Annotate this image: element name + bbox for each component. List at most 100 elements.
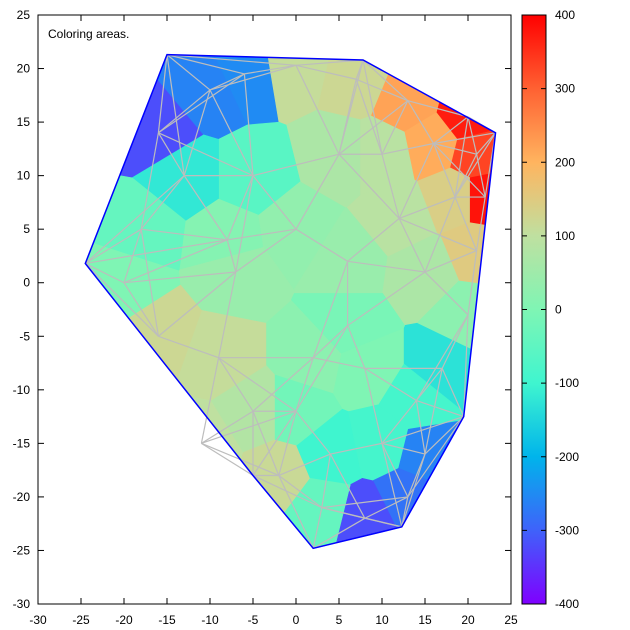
mesh-edge xyxy=(201,410,254,444)
mesh-edge xyxy=(141,228,228,241)
mesh-edge xyxy=(278,475,314,549)
y-tick-label: 20 xyxy=(17,62,31,76)
mesh-edge xyxy=(140,229,159,337)
y-tick-label: -10 xyxy=(13,383,31,397)
x-tick-label: 20 xyxy=(461,613,475,627)
mesh-edge xyxy=(476,196,486,251)
mesh-edge xyxy=(166,54,297,66)
mesh-edge xyxy=(355,78,409,102)
mesh-edge xyxy=(140,175,185,230)
y-axis-ticks: -30 -25 -20 -15 -10 -5 0 5 10 15 20 25 xyxy=(13,8,511,611)
voronoi-cell xyxy=(85,283,203,448)
mesh-edge xyxy=(433,143,456,198)
colorbar-tick-label: 100 xyxy=(555,229,575,243)
mesh-edge xyxy=(415,314,469,401)
mesh-edge xyxy=(244,64,297,75)
mesh-edge xyxy=(235,175,254,273)
mesh-edge xyxy=(295,410,331,455)
mesh-edge xyxy=(355,79,383,155)
mesh-edge xyxy=(347,325,366,369)
x-tick-label: -30 xyxy=(29,613,47,627)
mesh-edge xyxy=(433,132,496,145)
y-tick-label: -20 xyxy=(13,490,31,504)
mesh-edge xyxy=(362,59,409,102)
mesh-edge xyxy=(401,496,409,528)
mesh-edge xyxy=(476,132,496,155)
mesh-edge xyxy=(295,59,364,66)
mesh-edge xyxy=(313,357,365,369)
y-tick-label: 0 xyxy=(23,276,30,290)
mesh-edge xyxy=(424,196,456,273)
mesh-edge xyxy=(218,271,237,358)
x-tick-label: 25 xyxy=(504,613,518,627)
mesh-edge xyxy=(312,325,349,359)
mesh-edge xyxy=(467,116,478,155)
mesh-edge xyxy=(454,116,469,198)
voronoi-cells xyxy=(85,54,496,549)
mesh-edge xyxy=(407,416,465,498)
mesh-edge xyxy=(312,517,366,549)
x-tick-label: 10 xyxy=(375,613,389,627)
mesh-edge xyxy=(226,175,254,241)
plot-border xyxy=(37,14,512,605)
mesh-edge xyxy=(252,153,340,177)
x-tick-label: 15 xyxy=(418,613,432,627)
mesh-edge xyxy=(166,54,245,75)
mesh-edge xyxy=(157,132,185,176)
mesh-edge xyxy=(158,89,211,134)
mesh-edge xyxy=(321,507,402,528)
mesh-edge xyxy=(338,100,409,155)
mesh-edge xyxy=(454,196,478,251)
mesh-edge xyxy=(84,228,142,264)
mesh-edge xyxy=(209,73,245,91)
mesh-edge xyxy=(407,100,435,144)
mesh-edge xyxy=(209,89,254,176)
mesh-edge xyxy=(463,314,469,417)
mesh-edge xyxy=(252,357,314,412)
mesh-edge xyxy=(347,218,400,262)
mesh-edge xyxy=(338,153,400,219)
mesh-edge xyxy=(424,250,477,273)
mesh-edge xyxy=(278,411,297,476)
colorbar-tick-label: 0 xyxy=(555,303,562,317)
voronoi-cell xyxy=(372,467,496,549)
mesh-edge xyxy=(401,453,426,528)
mesh-edge xyxy=(218,357,297,412)
mesh-edge xyxy=(407,100,469,118)
x-tick-label: -20 xyxy=(115,613,133,627)
x-axis-ticks: -30 -25 -20 -15 -10 -5 0 5 10 15 20 25 xyxy=(29,15,518,627)
mesh-edge xyxy=(157,54,168,133)
mesh-edge xyxy=(166,54,185,176)
mesh-edge xyxy=(398,217,477,252)
mesh-edge xyxy=(243,73,254,176)
mesh-edge xyxy=(454,153,478,198)
mesh-edge xyxy=(398,218,426,273)
mesh-edge xyxy=(85,262,125,284)
plot-frame xyxy=(37,14,512,605)
hull-outline xyxy=(84,53,497,550)
colorbar-tick-label: -400 xyxy=(555,597,579,611)
mesh-edge xyxy=(200,357,220,444)
mesh-edge xyxy=(381,443,403,528)
mesh-edge xyxy=(85,239,228,265)
mesh-edge xyxy=(84,175,185,264)
mesh-edge xyxy=(252,411,280,476)
mesh-edge xyxy=(183,89,211,176)
y-tick-label: 10 xyxy=(17,169,31,183)
mesh-edge xyxy=(123,282,159,337)
colorbar-tick-label: 200 xyxy=(555,155,575,169)
mesh-edge xyxy=(227,228,297,241)
mesh-edge xyxy=(364,367,417,402)
mesh-edge xyxy=(347,271,426,327)
mesh-edge xyxy=(158,73,245,134)
mesh-edge xyxy=(338,59,364,155)
mesh-edge xyxy=(329,453,366,519)
mesh-edge xyxy=(209,64,297,91)
y-tick-label: -25 xyxy=(13,543,31,557)
mesh-edge xyxy=(381,442,426,455)
y-tick-label: 15 xyxy=(17,115,31,129)
mesh-edge xyxy=(467,250,478,315)
mesh-edge xyxy=(381,400,417,444)
mesh-edge xyxy=(398,196,456,220)
x-tick-label: -15 xyxy=(158,613,176,627)
